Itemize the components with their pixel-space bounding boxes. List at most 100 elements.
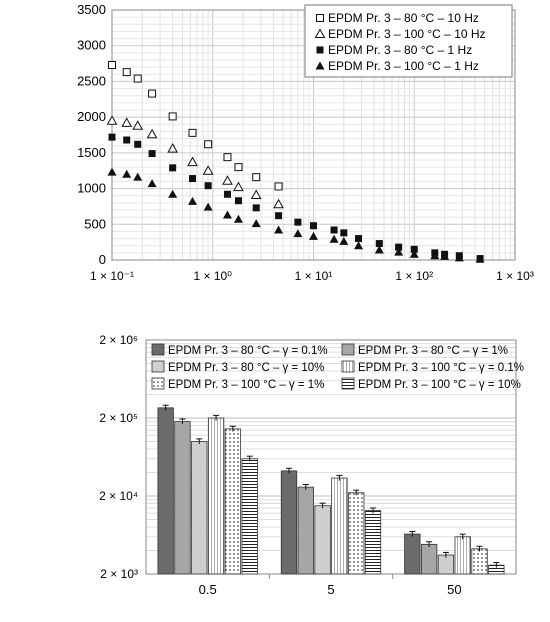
legend-swatch [341,343,355,356]
bars [157,404,505,575]
data-point-filled-triangle [274,225,284,234]
bar [331,477,348,575]
x-tick-label: 1 × 10⁰ [193,269,232,283]
y-tick-labels: 0 500 1000 1500 2000 2500 3000 3500 [77,2,106,267]
y-tick-label: 1000 [77,181,106,196]
bar [471,548,488,575]
x-tick-label: 5 [327,582,334,597]
data-point-filled-square [252,204,260,212]
data-point-open-square [168,112,177,121]
data-point-open-square [188,128,197,137]
data-point-open-triangle [250,189,262,199]
legend-label: EPDM Pr. 3 – 100 °C – 1 Hz [328,59,479,73]
y-tick-label: 1500 [77,145,106,160]
data-point-open-square [133,74,142,83]
data-point-open-square [204,140,213,149]
bar [404,533,421,575]
data-point-open-square [252,173,261,182]
x-tick-label: 1 × 10² [395,269,433,283]
data-point-open-square [234,163,243,172]
bar [191,441,208,575]
data-point-filled-square [223,190,231,198]
bar [280,470,298,575]
data-point-open-square [122,68,131,77]
data-point-filled-triangle [251,219,261,228]
legend-entry: EPDM Pr. 3 – 100 °C – γ = 1% [151,377,324,391]
data-point-filled-square [310,222,317,230]
y-tick-label: 2 × 10³ [100,567,138,581]
data-point-filled-square [134,140,142,148]
x-tick-label: 0.5 [199,582,217,597]
data-point-filled-triangle [339,236,349,245]
data-point-filled-triangle [168,189,178,198]
bar [348,492,365,575]
legend-swatch [151,360,165,373]
data-point-filled-triangle [430,251,440,260]
legend-entry: EPDM Pr. 3 – 100 °C – 1 Hz [315,59,479,73]
data-point-filled-square [169,164,177,172]
data-point-open-square [223,153,232,162]
legend-swatch [341,360,355,373]
data-point-open-square [274,182,283,191]
y-tick-labels: 2 × 10³ 2 × 10⁴ 2 × 10⁵ 2 × 10⁶ [99,333,138,581]
data-point-filled-square [189,175,197,183]
legend-label: EPDM Pr. 3 – 100 °C – γ = 10% [358,379,521,391]
data-point-filled-triangle [107,167,117,176]
data-point-filled-triangle [293,229,303,238]
bar [174,421,191,575]
data-point-filled-square [108,133,116,141]
legend-label: EPDM Pr. 3 – 100 °C – γ = 1% [168,379,324,391]
legend-entry: EPDM Pr. 3 – 100 °C – 10 Hz [314,27,486,41]
bar [297,486,314,575]
bar [314,505,331,575]
data-point-filled-square [204,182,212,190]
data-point-filled-square [123,136,131,144]
y-tick-label: 3000 [77,38,106,53]
data-point-open-triangle [222,175,233,185]
legend-label: EPDM Pr. 3 – 80 °C – γ = 10% [168,362,324,374]
plot-frame [145,339,517,575]
legend-entry: EPDM Pr. 3 – 80 °C – 10 Hz [316,11,479,25]
data-point-filled-square [355,235,363,243]
data-point-open-triangle [187,156,198,167]
data-point-filled-square [410,245,418,253]
y-tick-label: 3500 [77,2,106,17]
data-point-open-square [108,61,116,69]
data-point-filled-square [148,150,156,158]
legend-marker-open-triangle [314,28,326,38]
legend: EPDM Pr. 3 – 80 °C – 10 Hz EPDM Pr. 3 – 1… [304,4,513,78]
bar [157,407,174,575]
x-tick-label: 1 × 10³ [496,269,534,283]
legend-entry: EPDM Pr. 3 – 80 °C – γ = 10% [151,360,324,374]
legend-marker-open-square [316,14,324,22]
data-point-open-triangle [202,165,214,175]
data-point-open-triangle [233,181,244,192]
data-point-open-triangle [121,117,133,127]
y-tick-label: 2500 [77,73,106,88]
legend-swatch [341,377,355,390]
data-point-filled-square [275,212,283,220]
y-tick-label: 0 [99,252,106,267]
data-point-filled-square [395,243,403,251]
legend-entry: EPDM Pr. 3 – 80 °C – 1 Hz [316,43,472,57]
bar [207,417,225,575]
legend-entry: EPDM Pr. 3 – 80 °C – γ = 1% [341,343,508,357]
x-tick-labels: 1 × 10⁻¹ 1 × 10⁰ 1 × 10¹ 1 × 10² 1 × 10³ [90,269,534,283]
legend-entry: EPDM Pr. 3 – 100 °C – γ = 10% [341,377,521,391]
complex-viscosity-chart: 2 × 10³ 2 × 10⁴ 2 × 10⁵ 2 × 10⁶ 0.5 5 50 EPDM… [99,333,524,597]
legend-label: EPDM Pr. 3 – 100 °C – γ = 0.1% [358,362,524,374]
legend-swatch [151,343,165,356]
legend: EPDM Pr. 3 – 80 °C – γ = 0.1% EPDM Pr. 3 … [151,343,524,391]
legend-label: EPDM Pr. 3 – 80 °C – 10 Hz [328,11,479,25]
legend-label: EPDM Pr. 3 – 80 °C – 1 Hz [328,43,472,57]
y-tick-label: 2 × 10⁴ [99,489,138,503]
data-point-open-triangle [273,198,284,209]
data-point-filled-triangle [475,254,485,263]
bar [241,458,258,575]
data-point-open-square [148,89,157,98]
data-point-filled-triangle [440,251,450,260]
data-point-open-triangle [167,143,179,153]
bar [420,543,438,575]
data-point-filled-triangle [188,196,198,205]
x-tick-label: 1 × 10¹ [295,269,333,283]
